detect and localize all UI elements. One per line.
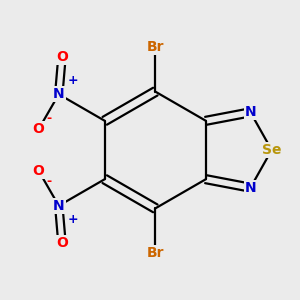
Text: -: - (47, 112, 52, 125)
Text: N: N (53, 87, 64, 101)
Text: N: N (244, 181, 256, 195)
Text: O: O (56, 50, 68, 64)
Text: -: - (47, 175, 52, 188)
Text: N: N (244, 105, 256, 119)
Text: O: O (33, 122, 45, 136)
Text: N: N (53, 199, 64, 213)
Text: O: O (33, 164, 45, 178)
Text: O: O (56, 236, 68, 250)
Text: +: + (67, 213, 78, 226)
Text: Br: Br (147, 40, 164, 54)
Text: +: + (67, 74, 78, 87)
Text: Br: Br (147, 246, 164, 260)
Text: Se: Se (262, 143, 281, 157)
